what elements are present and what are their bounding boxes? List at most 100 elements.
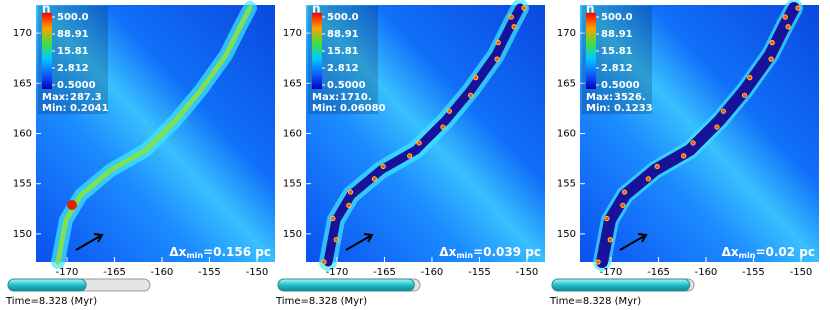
x-tick-label: -160: [421, 267, 444, 278]
clump: [467, 92, 474, 98]
clump: [785, 24, 791, 30]
panel: 150 155 160 165 170 -170 -165 -160 -155 -150 n 500.…: [275, 0, 545, 307]
resolution-sub: min: [456, 251, 473, 260]
clump: [595, 259, 601, 265]
colorbar: [312, 13, 322, 89]
clump: [690, 140, 696, 146]
clump: [330, 215, 336, 222]
clump: [495, 40, 501, 46]
clump: [321, 259, 327, 265]
clump: [333, 237, 339, 243]
min-label: Min:: [42, 103, 67, 114]
y-tick-label: 155: [557, 179, 576, 190]
clump: [446, 108, 452, 114]
max-label: Max:: [42, 92, 69, 103]
colorbar-tick-label: 0.5000: [601, 80, 640, 91]
y-tick-label: 160: [283, 129, 302, 140]
clump: [681, 153, 687, 159]
clump: [621, 189, 628, 195]
colorbar-tick-label: 15.81: [57, 46, 89, 57]
clump: [795, 5, 801, 11]
x-tick-label: -155: [742, 267, 765, 278]
resolution-text: =0.039 pc: [473, 245, 541, 259]
clump: [620, 202, 626, 208]
filament-core: [596, 2, 800, 268]
colorbar: [586, 13, 596, 89]
max-value: 3526.: [614, 92, 646, 103]
clump: [494, 56, 500, 62]
resolution-label: Δxmin=0.156 pc: [169, 245, 271, 260]
max-value: 1710.: [340, 92, 372, 103]
clump: [508, 14, 514, 20]
arrow: [345, 233, 374, 251]
min-value: 0.2041: [70, 103, 109, 114]
resolution-symbol: Δx: [169, 245, 186, 259]
y-tick-label: 155: [13, 179, 32, 190]
clump: [654, 163, 660, 170]
resolution-sub: min: [739, 251, 756, 260]
resolution-label: Δxmin=0.039 pc: [439, 245, 541, 260]
y-tick-label: 150: [557, 229, 576, 240]
x-tick-label: -165: [103, 267, 126, 278]
x-tick-label: -150: [516, 267, 539, 278]
clump: [645, 176, 652, 182]
filament: [51, 1, 257, 269]
filament-core: [323, 3, 525, 267]
resolution-text: =0.156 pc: [203, 245, 271, 259]
time-label: Time=8.328 (Myr): [549, 296, 641, 307]
colorbar-tick-label: 15.81: [327, 46, 359, 57]
panel: 150 155 160 165 170 -170 -165 -160 -155 -150 n 500.…: [5, 1, 275, 307]
clump: [714, 124, 720, 130]
colorbar-tick-label: 2.812: [601, 63, 633, 74]
clump: [607, 237, 613, 243]
progress-fill: [7, 278, 87, 292]
y-tick-label: 165: [13, 78, 32, 89]
resolution-symbol: Δx: [722, 245, 739, 259]
x-tick-label: -165: [373, 267, 396, 278]
max-label: Max:: [586, 92, 613, 103]
y-tick-label: 155: [283, 179, 302, 190]
x-tick-label: -160: [151, 267, 174, 278]
max-value: 287.3: [70, 92, 102, 103]
x-tick-label: -165: [647, 267, 670, 278]
colorbar-tick-label: 500.0: [57, 12, 89, 23]
clump: [741, 92, 748, 98]
x-tick-label: -170: [326, 267, 349, 278]
colorbar-tick-label: 0.5000: [327, 80, 366, 91]
colorbar-label: n: [42, 2, 51, 16]
clump: [440, 124, 446, 130]
progress-fill: [277, 278, 415, 292]
min-label: Min:: [586, 103, 611, 114]
x-tick-label: -150: [246, 267, 269, 278]
resolution-text: =0.02 pc: [755, 245, 815, 259]
colorbar-label: n: [312, 2, 321, 16]
time-label: Time=8.328 (Myr): [5, 296, 97, 307]
arrow: [619, 233, 648, 251]
colorbar-tick-label: 500.0: [601, 12, 633, 23]
clump: [346, 202, 352, 208]
y-tick-label: 150: [283, 229, 302, 240]
resolution-label: Δxmin=0.02 pc: [722, 245, 815, 260]
y-tick-label: 150: [13, 229, 32, 240]
y-tick-label: 170: [557, 28, 576, 39]
y-tick-label: 165: [283, 78, 302, 89]
resolution-sub: min: [186, 251, 203, 260]
clump: [782, 14, 788, 20]
panel: 150 155 160 165 170 -170 -165 -160 -155 -150 n 500.…: [549, 0, 819, 307]
y-tick-label: 170: [13, 28, 32, 39]
y-tick-label: 160: [13, 129, 32, 140]
clump: [473, 75, 479, 81]
clump: [604, 215, 610, 222]
colorbar: [42, 13, 52, 89]
colorbar-tick-label: 88.91: [327, 29, 359, 40]
clump: [768, 56, 774, 62]
x-tick-label: -155: [198, 267, 221, 278]
clump: [521, 5, 527, 11]
clump: [371, 176, 378, 182]
time-label: Time=8.328 (Myr): [275, 296, 367, 307]
y-tick-label: 170: [283, 28, 302, 39]
colorbar-tick-label: 500.0: [327, 12, 359, 23]
colorbar-tick-label: 15.81: [601, 46, 633, 57]
y-tick-label: 165: [557, 78, 576, 89]
